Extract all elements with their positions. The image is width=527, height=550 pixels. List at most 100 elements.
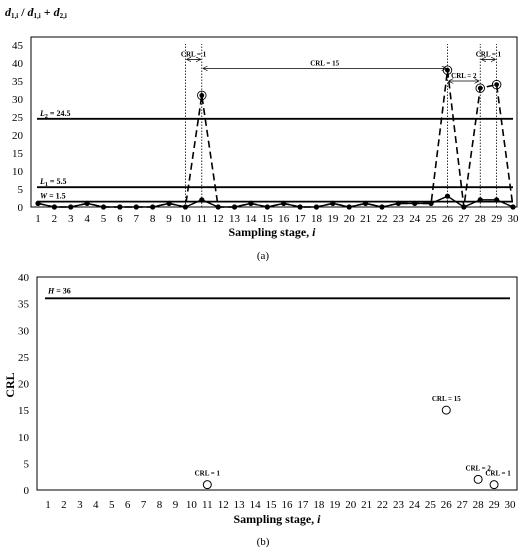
a-y-tick-label: 45 [12,40,24,52]
b-y-tick-label: 0 [24,485,30,497]
a-series-d1-point [166,200,172,206]
a-plot-frame [30,36,518,208]
a-x-tick-label: 27 [458,213,470,225]
b-x-tick-label: 19 [329,499,341,511]
a-y-tick-label: 30 [12,94,24,106]
a-x-tick-label: 15 [262,213,274,225]
a-series-d1-point [84,200,90,206]
b-crl-point-label: CRL = 1 [485,470,511,478]
a-series-d1-point [494,197,500,203]
a-y-axis-label: d1,i / d1,i + d2,i [5,5,67,20]
a-y-tick-label: 15 [12,148,24,160]
a-series-d1-point [379,204,385,210]
a-x-tick-label: 21 [360,213,371,225]
a-series-d1-point [362,200,369,206]
b-x-tick-label: 20 [345,499,357,511]
a-series-d1-point [100,204,107,210]
a-series-d1-point [313,204,320,210]
a-series-sum-point [199,93,205,98]
a-x-tick-label: 26 [442,213,454,225]
a-x-tick-label: 9 [166,213,172,225]
a-y-tick-label: 20 [12,130,24,142]
b-x-tick-label: 8 [157,499,163,511]
a-x-tick-label: 7 [134,213,140,225]
b-x-tick-label: 24 [409,499,421,511]
b-x-tick-label: 26 [441,499,453,511]
b-x-axis-label: Sampling stage, i [233,512,321,526]
a-y-tick-label: 25 [12,112,24,124]
b-x-tick-label: 11 [202,499,213,511]
b-y-axis-label: CRL [3,372,17,397]
a-circled-point [197,90,207,101]
a-x-tick-label: 11 [196,213,207,225]
a-x-tick-label: 20 [344,213,356,225]
b-x-tick-label: 25 [425,499,437,511]
a-x-tick-label: 24 [409,213,421,225]
a-x-tick-label: 23 [393,213,405,225]
a-x-tick-label: 1 [35,213,41,225]
b-x-tick-label: 10 [186,499,198,511]
b-y-tick-label: 40 [18,272,30,284]
b-x-tick-label: 5 [109,499,115,511]
a-x-tick-label: 8 [150,213,156,225]
a-x-tick-label: 16 [278,213,290,225]
a-series-d1-point [412,200,418,206]
a-x-tick-label: 3 [68,213,74,225]
a-x-tick-label: 12 [213,213,224,225]
a-series-d1-point [346,204,352,210]
a-x-tick-label: 19 [327,213,339,225]
b-crl-point [441,405,451,415]
b-x-tick-label: 17 [297,499,309,511]
b-y-tick-label: 25 [18,352,30,364]
a-series-d1-point [297,204,303,210]
b-x-tick-label: 21 [361,499,372,511]
a-x-tick-label: 22 [376,213,387,225]
b-plot-frame [36,276,518,491]
b-x-tick-label: 2 [61,499,67,511]
a-crl-annotation: CRL = 2 [451,72,477,80]
a-series-d1-point [133,204,139,210]
a-x-tick-label: 13 [229,213,241,225]
a-series-d1-point [461,204,467,210]
a-series-d1-point [510,204,516,210]
b-y-tick-label: 35 [18,299,30,311]
b-x-tick-label: 27 [457,499,469,511]
a-y-tick-label: 0 [18,202,24,214]
b-y-tick-label: 5 [24,458,30,470]
a-series-d1-point [199,197,205,203]
b-x-tick-label: 3 [77,499,83,511]
b-x-tick-label: 6 [125,499,131,511]
a-x-tick-label: 6 [117,213,123,225]
b-x-tick-label: 18 [313,499,325,511]
b-y-tick-label: 10 [18,432,30,444]
a-x-tick-label: 28 [475,213,487,225]
a-y-tick-label: 5 [18,184,24,196]
a-series-d1-point [330,200,336,206]
b-crl-point [202,480,212,490]
a-series-d1-point [248,200,254,206]
a-x-tick-label: 17 [295,213,307,225]
a-crl-annotation: CRL = 15 [310,59,339,67]
a-x-tick-label: 5 [101,213,107,225]
b-x-tick-label: 14 [250,499,262,511]
b-x-tick-label: 15 [266,499,278,511]
b-x-tick-label: 29 [489,499,501,511]
a-x-tick-label: 2 [52,213,58,225]
a-series-d1-line [37,195,514,208]
b-x-tick-label: 16 [281,499,293,511]
a-x-tick-label: 4 [84,213,90,225]
b-x-tick-label: 7 [141,499,147,511]
b-panel-caption: (b) [257,536,270,548]
b-x-tick-label: 13 [234,499,246,511]
a-x-axis-label: Sampling stage, i [228,225,316,239]
b-x-tick-label: 12 [218,499,229,511]
a-series-d1-point [281,200,287,206]
a-x-tick-label: 29 [491,213,503,225]
b-crl-point-label: CRL = 1 [195,470,221,478]
b-limit-label: H = 36 [47,286,71,295]
b-crl-point [473,474,483,484]
a-series-sum-point [477,85,483,91]
a-crl-annotation: CRL = 1 [181,50,207,58]
b-y-tick-label: 30 [18,325,30,337]
